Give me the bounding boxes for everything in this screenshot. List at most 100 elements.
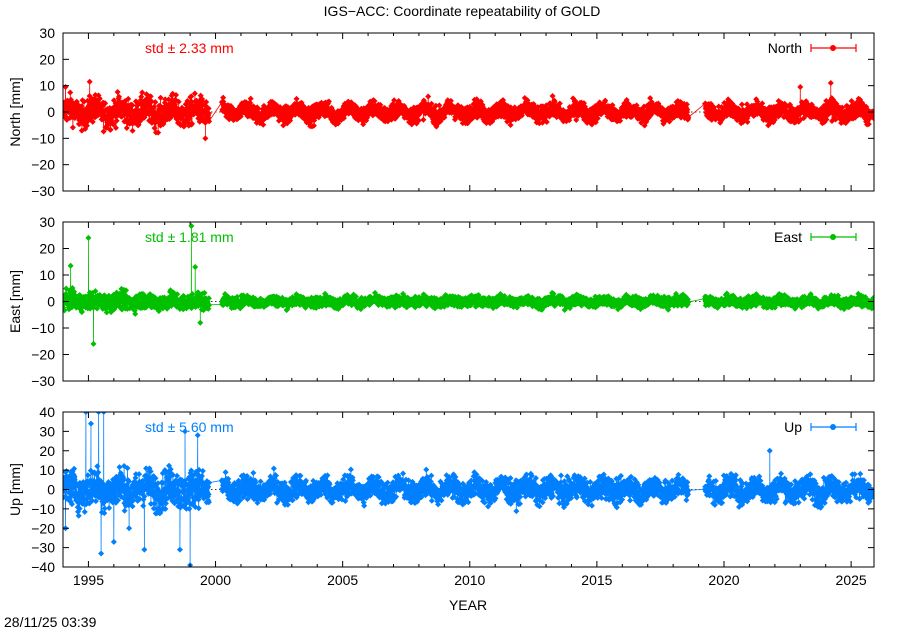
data-point — [67, 262, 74, 269]
data-point — [123, 116, 130, 123]
data-point — [325, 98, 332, 105]
y-tick-label: 30 — [39, 25, 55, 41]
data-point — [123, 287, 130, 294]
data-point — [602, 97, 609, 104]
data-point — [138, 93, 145, 100]
data-point — [391, 97, 398, 104]
data-point — [202, 135, 209, 142]
north-axis-label: North [mm] — [7, 77, 23, 146]
data-point — [683, 101, 690, 108]
data-point — [157, 94, 164, 101]
data-point — [188, 93, 195, 100]
data-point — [260, 121, 267, 128]
data-point — [102, 100, 109, 107]
data-point — [155, 129, 162, 136]
data-point — [86, 78, 93, 85]
data-point — [89, 118, 96, 125]
data-point — [573, 116, 580, 123]
y-tick-label: 0 — [47, 104, 55, 120]
data-point — [205, 105, 212, 112]
data-point — [100, 128, 107, 135]
data-point — [69, 124, 76, 131]
data-point — [113, 117, 120, 124]
data-point — [360, 121, 367, 128]
data-point — [63, 307, 68, 314]
data-point — [203, 99, 210, 106]
data-point — [684, 106, 691, 113]
data-point — [205, 295, 212, 302]
data-series-east — [63, 222, 874, 347]
data-point — [870, 114, 874, 121]
data-point — [125, 95, 132, 102]
data-point — [67, 89, 74, 96]
legend-label: North — [768, 40, 802, 56]
data-point — [685, 114, 692, 121]
data-point — [139, 89, 146, 96]
data-point — [63, 290, 69, 297]
y-tick-label: 10 — [39, 78, 55, 94]
data-point — [103, 309, 110, 316]
y-tick-label: −20 — [31, 157, 55, 173]
data-point — [123, 124, 130, 131]
data-point — [759, 100, 766, 107]
data-point — [507, 121, 514, 128]
data-point — [188, 120, 195, 127]
data-series-north — [63, 78, 874, 142]
std-label: std ± 2.33 mm — [145, 40, 234, 56]
data-point — [310, 122, 317, 129]
legend-marker — [830, 45, 836, 51]
data-point — [151, 103, 158, 110]
data-point — [832, 116, 839, 123]
data-point — [189, 291, 196, 298]
data-point — [428, 100, 435, 107]
data-point — [543, 119, 550, 126]
data-point — [85, 234, 92, 241]
data-point — [192, 264, 199, 271]
data-point — [206, 118, 213, 125]
data-point — [594, 115, 601, 122]
data-point — [147, 93, 154, 100]
data-point — [114, 88, 121, 95]
data-point — [255, 105, 262, 112]
data-point — [129, 102, 136, 109]
data-point — [797, 83, 804, 90]
data-point — [250, 103, 257, 110]
data-point — [823, 116, 830, 123]
data-point — [827, 80, 834, 87]
data-point — [90, 340, 97, 347]
data-point — [738, 101, 745, 108]
data-point — [237, 113, 244, 120]
data-point — [420, 116, 427, 123]
data-point — [247, 95, 254, 102]
y-tick-label: −30 — [31, 183, 55, 199]
data-point — [174, 291, 181, 298]
data-point — [188, 98, 195, 105]
data-point — [710, 104, 717, 111]
data-point — [116, 93, 123, 100]
data-point — [865, 121, 872, 128]
data-point — [112, 124, 119, 131]
data-point — [436, 102, 443, 109]
data-point — [162, 96, 169, 103]
data-point — [206, 301, 213, 308]
data-point — [617, 117, 624, 124]
data-point — [92, 288, 99, 295]
data-point — [132, 310, 139, 317]
data-point — [220, 94, 227, 101]
data-point — [551, 99, 558, 106]
data-point — [371, 97, 378, 104]
y-tick-label: −10 — [31, 130, 55, 146]
data-point — [129, 127, 136, 134]
data-point — [549, 92, 556, 99]
data-point — [78, 309, 85, 316]
data-point — [252, 110, 259, 117]
data-point — [96, 95, 103, 102]
data-point — [173, 92, 180, 99]
data-point — [197, 319, 204, 326]
data-point — [205, 110, 212, 117]
data-point — [556, 100, 563, 107]
data-point — [447, 97, 454, 104]
data-point — [425, 93, 432, 100]
